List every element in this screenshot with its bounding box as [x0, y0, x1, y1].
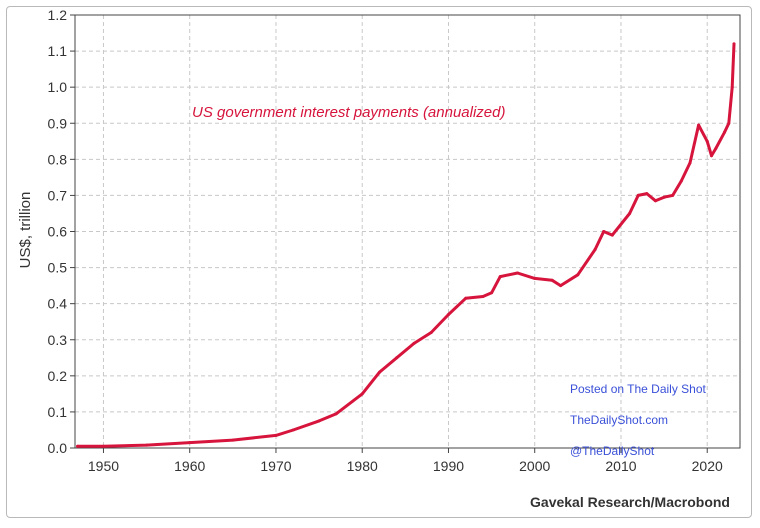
data-point	[697, 123, 701, 127]
x-tick-label: 1960	[174, 458, 205, 474]
data-point	[516, 271, 519, 275]
y-tick-label: 0.2	[48, 368, 68, 384]
x-tick-label: 2010	[605, 458, 636, 474]
watermark-line-1: Posted on The Daily Shot	[570, 382, 707, 396]
data-point	[688, 161, 692, 165]
data-point	[334, 412, 338, 416]
data-point	[723, 130, 726, 134]
data-point	[291, 428, 295, 432]
source-label: Gavekal Research/Macrobond	[530, 494, 730, 510]
data-point	[679, 179, 683, 183]
y-tick-label: 1.2	[48, 7, 68, 23]
y-axis-ticks: 0.0 0.1 0.2 0.3 0.4 0.5 0.6 0.7 0.8 0.9 1.0 1.1 1.2	[48, 7, 75, 456]
data-point	[429, 331, 433, 334]
data-point	[395, 356, 399, 360]
y-tick-label: 0.5	[48, 260, 68, 276]
data-point	[645, 192, 649, 196]
watermark-line-2: TheDailyShot.com	[570, 413, 668, 427]
y-axis-label: US$, trillion	[17, 192, 34, 269]
data-point	[145, 443, 149, 447]
data-point	[317, 419, 321, 423]
data-point	[671, 193, 675, 197]
x-tick-label: 1980	[347, 458, 378, 474]
data-point	[490, 291, 494, 295]
data-point	[662, 195, 666, 199]
data-point	[654, 199, 657, 203]
watermark-line-3: @TheDailyShot	[570, 444, 655, 458]
series-label: US government interest payments (annuali…	[192, 104, 506, 121]
data-point	[533, 276, 537, 280]
y-tick-label: 0.0	[48, 440, 68, 456]
data-point	[76, 444, 80, 448]
data-point	[714, 147, 718, 150]
data-point	[360, 392, 364, 396]
data-point	[464, 296, 468, 300]
chart-frame	[6, 6, 752, 518]
x-tick-label: 1990	[433, 458, 464, 474]
data-point	[705, 139, 709, 143]
x-tick-label: 2000	[519, 458, 550, 474]
data-point	[498, 275, 502, 279]
data-point	[576, 273, 580, 277]
y-tick-label: 0.1	[48, 404, 68, 420]
y-tick-label: 1.0	[48, 79, 68, 95]
y-tick-label: 1.1	[48, 43, 68, 59]
data-point	[636, 193, 640, 197]
data-point	[727, 121, 731, 125]
series-points	[76, 42, 736, 448]
y-tick-label: 0.8	[48, 151, 68, 167]
data-point	[550, 278, 554, 282]
data-point	[732, 42, 736, 46]
y-tick-label: 0.3	[48, 332, 68, 348]
y-tick-label: 0.9	[48, 115, 68, 131]
data-point	[188, 441, 192, 445]
data-point	[602, 230, 606, 233]
data-point	[710, 154, 713, 158]
data-point	[102, 444, 105, 448]
data-point	[231, 438, 235, 442]
x-axis-ticks: 1950 1960 1970 1980 1990 2000 2010 2020	[88, 448, 723, 474]
data-point	[412, 341, 416, 345]
data-point	[628, 212, 632, 215]
x-tick-label: 1950	[88, 458, 119, 474]
y-tick-label: 0.4	[48, 296, 68, 312]
data-point	[378, 370, 381, 374]
y-tick-label: 0.6	[48, 224, 68, 240]
data-point	[559, 284, 563, 288]
data-point	[481, 295, 485, 298]
data-point	[730, 85, 734, 89]
y-tick-label: 0.7	[48, 187, 68, 203]
x-tick-label: 1970	[260, 458, 291, 474]
data-point	[610, 233, 614, 237]
x-tick-label: 2020	[692, 458, 723, 474]
data-point	[593, 248, 597, 251]
data-point	[447, 313, 450, 316]
data-point	[274, 433, 278, 437]
grid	[75, 15, 740, 448]
